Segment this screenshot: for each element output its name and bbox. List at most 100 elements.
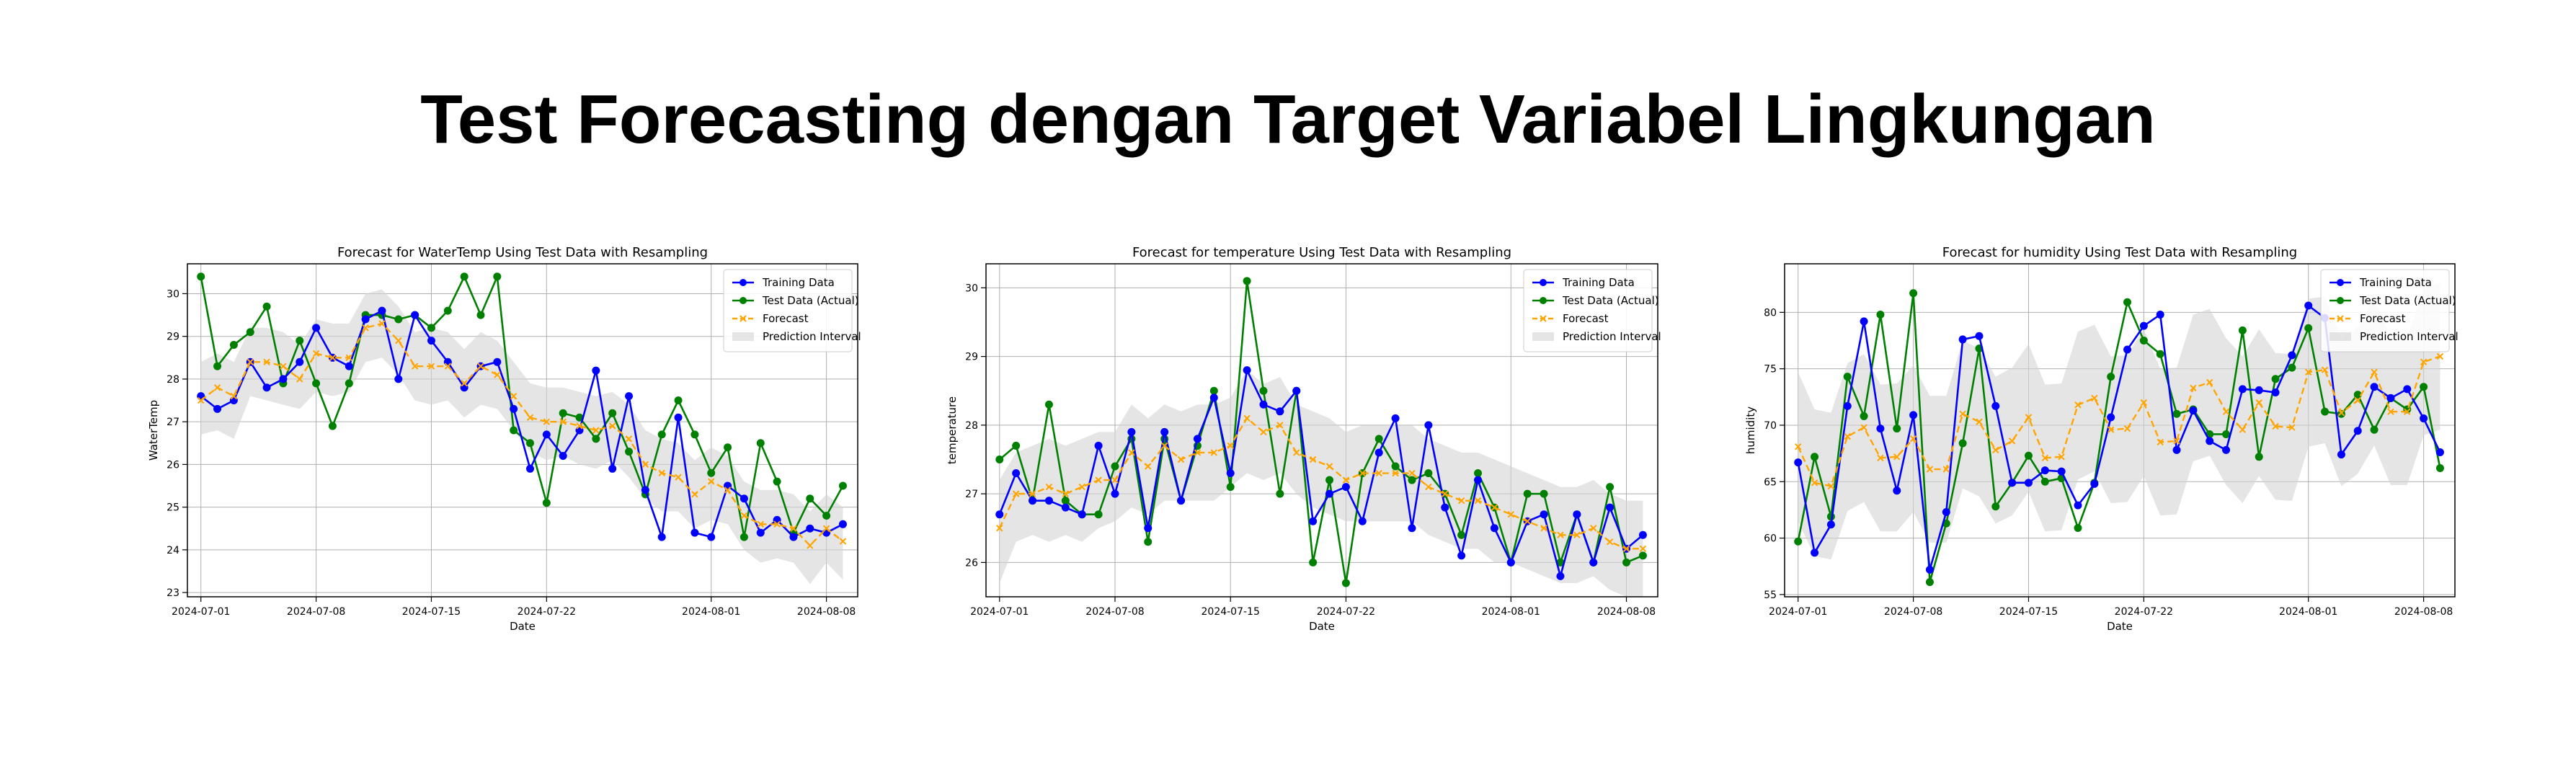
forecast-marker-stroke: [1491, 504, 1498, 511]
forecast-point: [641, 461, 649, 468]
test-point: [510, 426, 518, 435]
y-tick-label: 26: [166, 459, 179, 471]
training-point: [1991, 401, 2000, 410]
forecast-point: [1942, 466, 1950, 473]
forecast-marker-stroke: [1795, 443, 1802, 450]
forecast-point: [1293, 449, 1300, 456]
y-axis-label: WaterTemp: [147, 400, 160, 461]
training-point: [2074, 501, 2082, 510]
forecast-marker-stroke: [1012, 490, 1020, 497]
test-point: [394, 315, 403, 324]
x-tick-label: 2024-08-08: [2394, 606, 2453, 618]
training-point: [2337, 450, 2345, 459]
forecast-marker-stroke: [1095, 476, 1102, 484]
forecast-marker-stroke: [197, 396, 205, 404]
forecast-marker-stroke: [1325, 463, 1333, 470]
x-tick-label: 2024-08-01: [2279, 606, 2337, 618]
forecast-marker-stroke: [1909, 435, 1917, 443]
forecast-point: [1325, 463, 1333, 470]
test-point: [1243, 277, 1251, 285]
forecast-point: [1012, 490, 1020, 497]
forecast-point: [263, 358, 270, 365]
forecast-marker-stroke: [2206, 378, 2213, 386]
forecast-point: [2206, 378, 2213, 386]
forecast-marker-stroke: [1408, 469, 1416, 477]
training-point: [2435, 448, 2444, 457]
training-point: [345, 362, 353, 370]
training-point: [1226, 469, 1235, 478]
test-point: [995, 455, 1004, 463]
legend-label: Training Data: [2359, 276, 2432, 289]
test-point: [2074, 523, 2082, 532]
test-point: [1457, 530, 1466, 539]
forecast-marker-stroke: [1557, 531, 1564, 538]
training-point: [1638, 530, 1647, 539]
test-point: [2304, 324, 2313, 332]
forecast-point: [1078, 483, 1085, 491]
forecast-marker-stroke: [510, 392, 518, 400]
legend-entry: Prediction Interval: [1532, 330, 1661, 343]
test-point: [1991, 502, 2000, 511]
forecast-point: [345, 354, 352, 362]
forecast-marker-stroke: [494, 371, 501, 378]
forecast-marker-stroke: [312, 350, 320, 357]
forecast-point: [461, 380, 468, 387]
forecast-point: [1507, 510, 1515, 518]
test-point: [2139, 336, 2148, 345]
test-point: [460, 272, 468, 281]
forecast-point: [1959, 410, 1966, 417]
training-point: [1876, 425, 1885, 433]
training-point: [2057, 467, 2066, 476]
forecast-line: [200, 322, 844, 547]
training-point: [1127, 427, 1136, 436]
forecast-marker-stroke: [329, 354, 337, 362]
training-point: [296, 357, 304, 366]
test-point: [2353, 391, 2362, 399]
training-point: [279, 375, 288, 383]
training-point: [2024, 479, 2033, 487]
x-tick-label: 2024-08-01: [1482, 606, 1540, 618]
forecast-marker-stroke: [427, 363, 435, 370]
forecast-point: [1639, 545, 1647, 553]
forecast-point: [625, 435, 633, 443]
forecast-marker-stroke: [2288, 424, 2296, 431]
test-point: [1925, 578, 1934, 587]
training-point: [995, 510, 1004, 519]
test-point: [1540, 489, 1548, 498]
forecast-marker-stroke: [1392, 469, 1399, 477]
forecast-point: [247, 358, 254, 365]
test-point: [838, 481, 847, 490]
test-point: [1259, 386, 1268, 395]
training-point: [1573, 510, 1581, 519]
forecast-point: [1893, 453, 1901, 461]
x-axis-label: Date: [2107, 620, 2133, 633]
forecast-point: [1606, 538, 1614, 546]
test-point: [592, 435, 600, 443]
x-tick-label: 2024-07-01: [1769, 606, 1827, 618]
test-point: [575, 413, 584, 422]
test-point: [2288, 363, 2296, 372]
training-point: [1794, 458, 1803, 467]
training-point: [1942, 508, 1950, 517]
test-point: [2172, 409, 2181, 418]
x-tick-label: 2024-07-22: [2115, 606, 2173, 618]
test-point: [1094, 510, 1103, 519]
legend-entry: Test Data (Actual): [1532, 294, 1659, 307]
prediction-interval-band: [1798, 283, 2440, 560]
test-point: [1893, 425, 1901, 433]
legend-entry: Forecast: [732, 312, 809, 325]
forecast-marker-stroke: [1827, 482, 1835, 490]
forecast-point: [2074, 401, 2082, 409]
forecast-point: [1524, 518, 1531, 525]
forecast-marker-stroke: [378, 320, 386, 327]
legend-marker: [2337, 279, 2344, 286]
x-axis-label: Date: [1309, 620, 1335, 633]
legend-label: Test Data (Actual): [762, 294, 859, 307]
training-point: [2386, 394, 2395, 402]
forecast-point: [1408, 469, 1416, 477]
forecast-point: [1194, 449, 1202, 456]
forecast-point: [1111, 476, 1119, 484]
test-point: [1209, 386, 1218, 395]
forecast-point: [526, 414, 534, 421]
legend-box: [2320, 269, 2450, 352]
